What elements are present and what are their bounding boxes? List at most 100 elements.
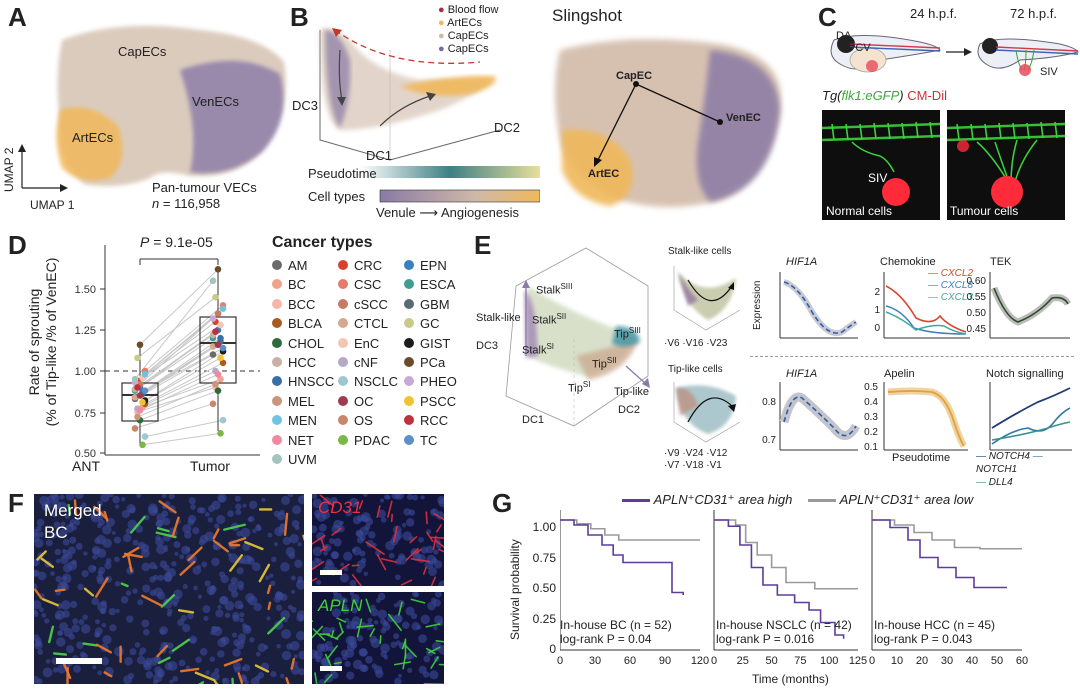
panel-a-n: n = 116,958 (152, 196, 221, 211)
ant-point (141, 387, 149, 394)
ant-point (131, 393, 139, 401)
tumor-point (209, 400, 217, 408)
g-xtick: 60 (1015, 655, 1029, 667)
cancer-legend-item: OS (338, 413, 373, 428)
notch-plot (989, 382, 1072, 451)
legend-dot-icon (404, 434, 414, 445)
ant-point (134, 354, 141, 362)
legend-dot-icon (338, 415, 348, 426)
cancer-legend-item: CRC (338, 258, 382, 273)
e-3d-plot (505, 247, 650, 427)
d-boxplot: 1.50 1.25 1.00 0.75 0.50 (75, 245, 260, 460)
tumor-point (219, 416, 227, 424)
stalk-si: StalkSI (522, 342, 555, 357)
cancer-legend-item: PDAC (338, 433, 390, 448)
apelin-plot (883, 382, 968, 451)
legend-dot-icon (272, 298, 282, 309)
legend-dot-icon (272, 337, 282, 348)
cancer-legend-item: GBM (404, 297, 450, 312)
cancer-legend-item: PSCC (404, 394, 456, 409)
cancer-legend-item: ESCA (404, 277, 455, 292)
chemokine-plot (883, 272, 970, 339)
tip-siii: TipSIII (614, 326, 641, 341)
slingshot-capec: CapEC (616, 70, 653, 82)
cancer-legend-item: HNSCC (272, 374, 334, 389)
paired-line (134, 403, 214, 429)
paired-line (137, 383, 216, 418)
tumor-point (209, 351, 217, 358)
g-legend: APLN⁺CD31⁺ area high APLN⁺CD31⁺ area low (622, 492, 973, 508)
legend-dot-icon (404, 298, 414, 309)
chemokine-title: Chemokine (880, 256, 936, 268)
g-hcc-stats: In-house HCC (n = 45) log-rank P = 0.043 (874, 618, 996, 646)
cancer-legend-item: GC (404, 316, 440, 331)
hif1a-bottom-title: HIF1A (786, 368, 818, 380)
venec-cluster (180, 60, 284, 174)
cancer-legend-item: CHOL (272, 336, 324, 351)
panel-c-label: C (818, 2, 837, 32)
cancer-legend-item: BCC (272, 297, 315, 312)
ant-point (134, 413, 141, 421)
cancer-legend-item: MEL (272, 394, 315, 409)
celltypes-bar-label: Cell types (308, 189, 366, 204)
legend-dot-icon (272, 415, 282, 426)
tip-sii: TipSII (592, 356, 617, 371)
tumor-point (209, 343, 217, 350)
g-xtick: 120 (690, 655, 710, 667)
d-ytick: 1.50 (75, 284, 96, 296)
legend-dot-icon (272, 279, 282, 290)
dc3-label: DC3 (292, 98, 319, 113)
panel-b-legend: ● Blood flow ● ArtECs ● CapECs ● CapECs (438, 4, 499, 55)
paired-line (144, 305, 224, 372)
tip-axis-ticks-1: ·V9 ·V24 ·V12 (664, 448, 728, 459)
legend-dot-icon (272, 357, 282, 367)
legend-dot-icon (338, 260, 348, 270)
tip-cells-title: Tip-like cells (668, 364, 723, 375)
legend-dot-icon (272, 260, 282, 270)
tumor-point (214, 266, 222, 273)
expression-label: Expression (752, 280, 763, 330)
panel-a-umap (18, 25, 286, 192)
g-xtick: 50 (765, 655, 778, 667)
paired-line (137, 386, 216, 413)
cancer-legend-item: TC (404, 433, 437, 448)
legend-dot-icon (338, 357, 348, 367)
ant-point (136, 407, 144, 414)
tumor-point (219, 344, 227, 352)
tumor-point (214, 370, 222, 378)
d-ytick: 1.00 (75, 366, 96, 378)
hif1a-bottom-plot (779, 382, 860, 451)
ant-point (141, 433, 149, 440)
slingshot-plot (555, 39, 781, 208)
chemokine-legend: — CXCL2 — CXCL8 — CXCL3 (928, 268, 974, 303)
tumor-point (214, 310, 222, 317)
d-ylabel: Rate of sprouting (% of Tip-like /% of Ve… (26, 257, 59, 427)
cancer-legend-item: cSCC (338, 297, 388, 312)
tip-si: TipSI (568, 380, 591, 395)
stalk-like-axis: Stalk-like (476, 312, 521, 324)
km-curve (560, 519, 700, 541)
legend-dot-icon (272, 376, 282, 387)
f-cd31-scale (320, 570, 342, 575)
d-ytick: 0.50 (75, 448, 96, 460)
f-merged-image (34, 494, 304, 684)
tek-title: TEK (990, 256, 1012, 268)
panel-b-3d-plot (319, 28, 540, 203)
paired-line (139, 373, 219, 411)
cancer-legend-item: GIST (404, 336, 450, 351)
e-pseudotime-label: Pseudotime (892, 452, 951, 464)
tumor-point (214, 341, 222, 349)
g-ylabel: Survival probability (508, 539, 522, 640)
stalk-cells-plot (673, 266, 741, 331)
paired-line (139, 268, 219, 346)
t72-label: 72 h.p.f. (1010, 6, 1057, 21)
legend-dot-icon (272, 434, 282, 445)
panel-a-title: Pan-tumour VECs (152, 180, 257, 195)
f-apln-label: APLN (318, 596, 363, 615)
g-xtick: 125 (848, 655, 868, 667)
apelin-yticks: 0.5 0.4 0.3 0.2 0.1 (864, 382, 878, 453)
e-dc1: DC1 (522, 414, 545, 426)
venule-label: Venule ⟶ Angiogenesis (376, 205, 519, 220)
cancer-legend-item: PCa (404, 355, 445, 370)
